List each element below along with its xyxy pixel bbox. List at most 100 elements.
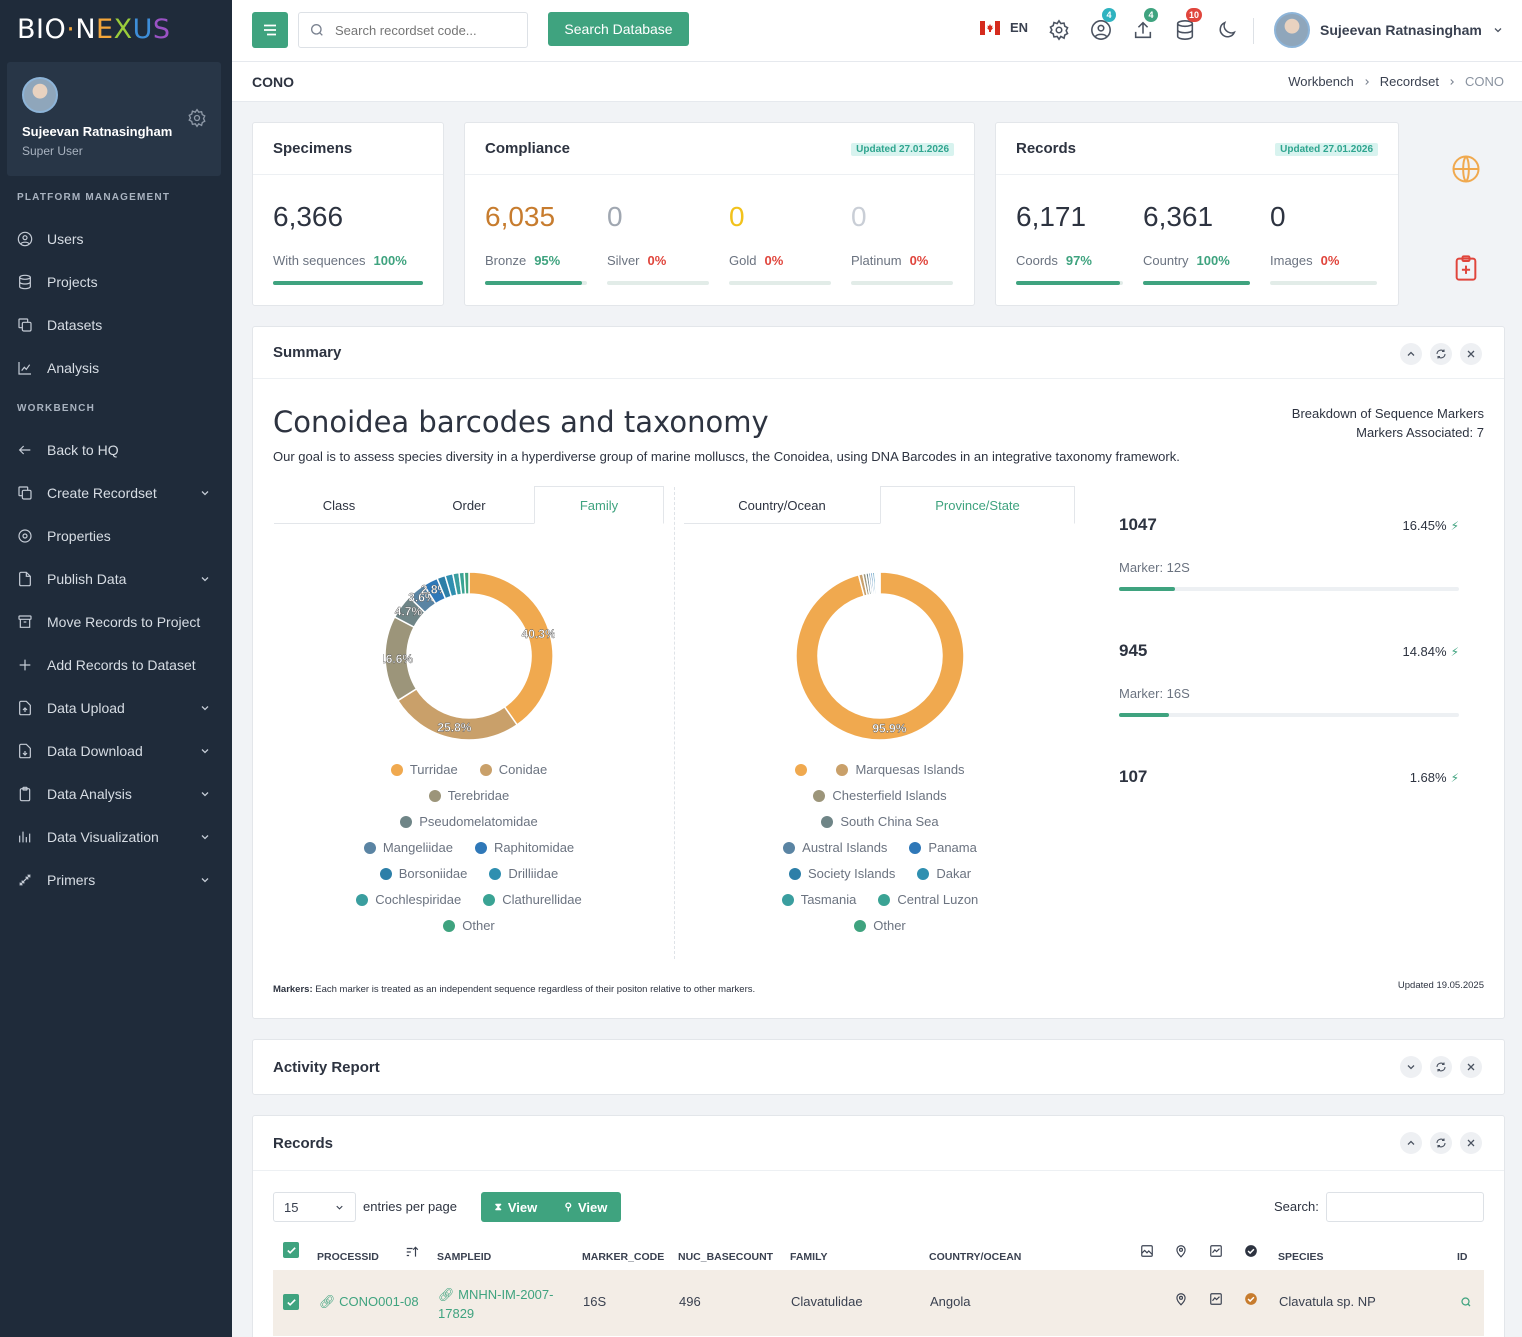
sidebar-item-back-to-hq[interactable]: Back to HQ [17, 435, 217, 465]
avatar[interactable] [22, 77, 58, 113]
close-button[interactable] [1460, 343, 1482, 365]
chevron-down-icon [201, 706, 209, 711]
legend-item[interactable]: Cochlespiridae [356, 892, 461, 907]
dark-mode-icon[interactable] [1216, 19, 1238, 41]
globe-icon[interactable] [1451, 154, 1481, 184]
column-processid[interactable]: PROCESSID [317, 1247, 379, 1263]
tab-province-state[interactable]: Province/State [880, 486, 1075, 524]
column-country-ocean[interactable]: COUNTRY/OCEAN [929, 1247, 1021, 1263]
tab-family[interactable]: Family [534, 486, 664, 524]
legend-item[interactable]: Austral Islands [783, 840, 887, 855]
legend-item[interactable]: Conidae [479, 762, 547, 777]
legend-item[interactable]: Tasmania [781, 892, 856, 907]
slice-unlabeled[interactable] [795, 571, 965, 741]
legend-item[interactable]: Central Luzon [878, 892, 978, 907]
search-icon[interactable] [1460, 1296, 1472, 1308]
language-selector[interactable]: EN [980, 20, 1028, 35]
collapse-button[interactable] [1400, 343, 1422, 365]
table-search-input[interactable] [1326, 1192, 1484, 1222]
legend-item[interactable]: Raphitomidae [474, 840, 574, 855]
legend-item[interactable]: Society Islands [788, 866, 895, 881]
collapse-button[interactable] [1400, 1132, 1422, 1154]
sidebar-item-primers[interactable]: Primers [17, 865, 217, 895]
column-id[interactable]: ID [1457, 1247, 1468, 1263]
menu-toggle-button[interactable] [252, 12, 288, 48]
database-icon[interactable] [1174, 19, 1196, 41]
sampleid-link[interactable]: 🔗︎ MNHN-IM-2007-17829 [438, 1287, 554, 1321]
sidebar-item-analysis[interactable]: Analysis [17, 353, 217, 383]
legend-item[interactable]: Borsoniidae [379, 866, 467, 881]
legend-row: South China Sea [680, 814, 1080, 829]
profile-icon[interactable] [1090, 19, 1112, 41]
legend-item[interactable]: South China Sea [821, 814, 939, 829]
sidebar-item-data-upload[interactable]: Data Upload [17, 693, 217, 723]
legend-item[interactable]: Turridae [390, 762, 458, 777]
legend-item[interactable]: Other [443, 918, 495, 933]
view-button-group: ⧗ View ⚲ View [481, 1192, 621, 1222]
upload-icon[interactable] [1132, 19, 1154, 41]
search-database-button[interactable]: Search Database [548, 12, 689, 46]
view-button-2[interactable]: ⚲ View [551, 1192, 621, 1222]
refresh-button[interactable] [1430, 1132, 1452, 1154]
slice-turridae[interactable] [468, 571, 554, 726]
column-nuc-basecount[interactable]: NUC_BASECOUNT [678, 1247, 773, 1263]
legend-item[interactable] [795, 762, 814, 777]
refresh-button[interactable] [1430, 343, 1452, 365]
close-button[interactable] [1460, 1132, 1482, 1154]
map-pin-icon[interactable] [1174, 1292, 1188, 1306]
legend-item[interactable]: Marquesas Islands [836, 762, 965, 777]
search-input[interactable] [335, 22, 515, 38]
clipboard-add-icon[interactable] [1452, 253, 1480, 283]
legend-item[interactable]: Clathurellidae [483, 892, 582, 907]
sidebar-item-datasets[interactable]: Datasets [17, 310, 217, 340]
tab-country-ocean[interactable]: Country/Ocean [684, 487, 880, 524]
sidebar-item-users[interactable]: Users [17, 224, 217, 254]
legend-item[interactable]: Other [854, 918, 906, 933]
close-button[interactable] [1460, 1056, 1482, 1078]
table-row[interactable]: 🔗︎ CONO001-08 🔗︎ MNHN-IM-2007-17829 16S … [273, 1270, 1484, 1336]
trace-icon[interactable] [1209, 1292, 1223, 1306]
sidebar-item-data-visualization[interactable]: Data Visualization [17, 822, 217, 852]
column-sampleid[interactable]: SAMPLEID [437, 1247, 491, 1263]
sidebar-item-create-recordset[interactable]: Create Recordset [17, 478, 217, 508]
sort-icon[interactable] [405, 1245, 419, 1259]
legend-item[interactable]: Pseudomelatomidae [400, 814, 538, 829]
slice-other[interactable] [463, 571, 470, 595]
sidebar-item-properties[interactable]: Properties [17, 521, 217, 551]
sidebar-item-projects[interactable]: Projects [17, 267, 217, 297]
column-species[interactable]: SPECIES [1278, 1247, 1324, 1263]
legend-item[interactable]: Panama [909, 840, 977, 855]
breadcrumb-workbench[interactable]: Workbench [1288, 74, 1354, 89]
refresh-button[interactable] [1430, 1056, 1452, 1078]
breadcrumb-recordset[interactable]: Recordset [1379, 74, 1439, 89]
legend-item[interactable]: Drilliidae [489, 866, 558, 881]
sidebar-item-publish-data[interactable]: Publish Data [17, 564, 217, 594]
column-marker-code[interactable]: MARKER_CODE [582, 1247, 664, 1263]
sidebar-item-move-records[interactable]: Move Records to Project [17, 607, 217, 637]
row-checkbox[interactable] [283, 1294, 299, 1310]
user-menu[interactable]: Sujeevan Ratnasingham [1274, 12, 1504, 48]
sidebar-item-data-analysis[interactable]: Data Analysis [17, 779, 217, 809]
slice-other[interactable] [878, 571, 881, 595]
sidebar-item-data-download[interactable]: Data Download [17, 736, 217, 766]
processid-link[interactable]: 🔗︎ CONO001-08 [319, 1294, 419, 1309]
select-all-checkbox[interactable] [283, 1242, 299, 1258]
legend-item[interactable]: Terebridae [428, 788, 509, 803]
legend-item[interactable]: Dakar [917, 866, 971, 881]
recordset-search[interactable] [298, 12, 528, 48]
view-button-1[interactable]: ⧗ View [481, 1192, 551, 1222]
column-family[interactable]: FAMILY [790, 1247, 828, 1263]
sidebar-item-add-records[interactable]: Add Records to Dataset [17, 650, 217, 680]
brand-logo[interactable]: BIO·NEXUS [17, 14, 171, 45]
entries-select[interactable]: 15 [273, 1192, 356, 1222]
settings-icon[interactable] [1048, 19, 1070, 41]
records-panel: Records 15 entries per page ⧗ View ⚲ View … [252, 1115, 1505, 1337]
gear-icon[interactable] [187, 108, 207, 128]
tab-order[interactable]: Order [404, 487, 534, 524]
legend-item[interactable]: Chesterfield Islands [813, 788, 947, 803]
family-donut-chart: 40.3%25.8%16.6%4.7%3.6%2.8% [383, 571, 555, 741]
legend-item[interactable]: Mangeliidae [363, 840, 453, 855]
tab-class[interactable]: Class [274, 487, 404, 524]
expand-button[interactable] [1400, 1056, 1422, 1078]
card-header: Compliance Updated 27.01.2026 [465, 123, 974, 175]
